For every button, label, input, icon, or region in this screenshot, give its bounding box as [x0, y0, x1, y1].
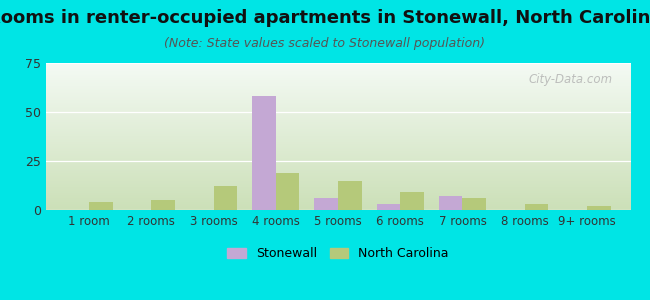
Legend: Stonewall, North Carolina: Stonewall, North Carolina: [222, 242, 454, 266]
Bar: [338, 181, 361, 210]
Bar: [462, 198, 486, 210]
Bar: [587, 206, 610, 210]
Bar: [151, 200, 175, 210]
Bar: [276, 173, 300, 210]
Bar: [400, 192, 424, 210]
Bar: [214, 187, 237, 210]
Text: Rooms in renter-occupied apartments in Stonewall, North Carolina: Rooms in renter-occupied apartments in S…: [0, 9, 650, 27]
Text: City-Data.com: City-Data.com: [529, 73, 613, 86]
Bar: [89, 202, 112, 210]
Bar: [439, 196, 462, 210]
Bar: [252, 96, 276, 210]
Bar: [525, 204, 549, 210]
Text: (Note: State values scaled to Stonewall population): (Note: State values scaled to Stonewall …: [164, 38, 486, 50]
Bar: [315, 198, 338, 210]
Bar: [376, 204, 400, 210]
